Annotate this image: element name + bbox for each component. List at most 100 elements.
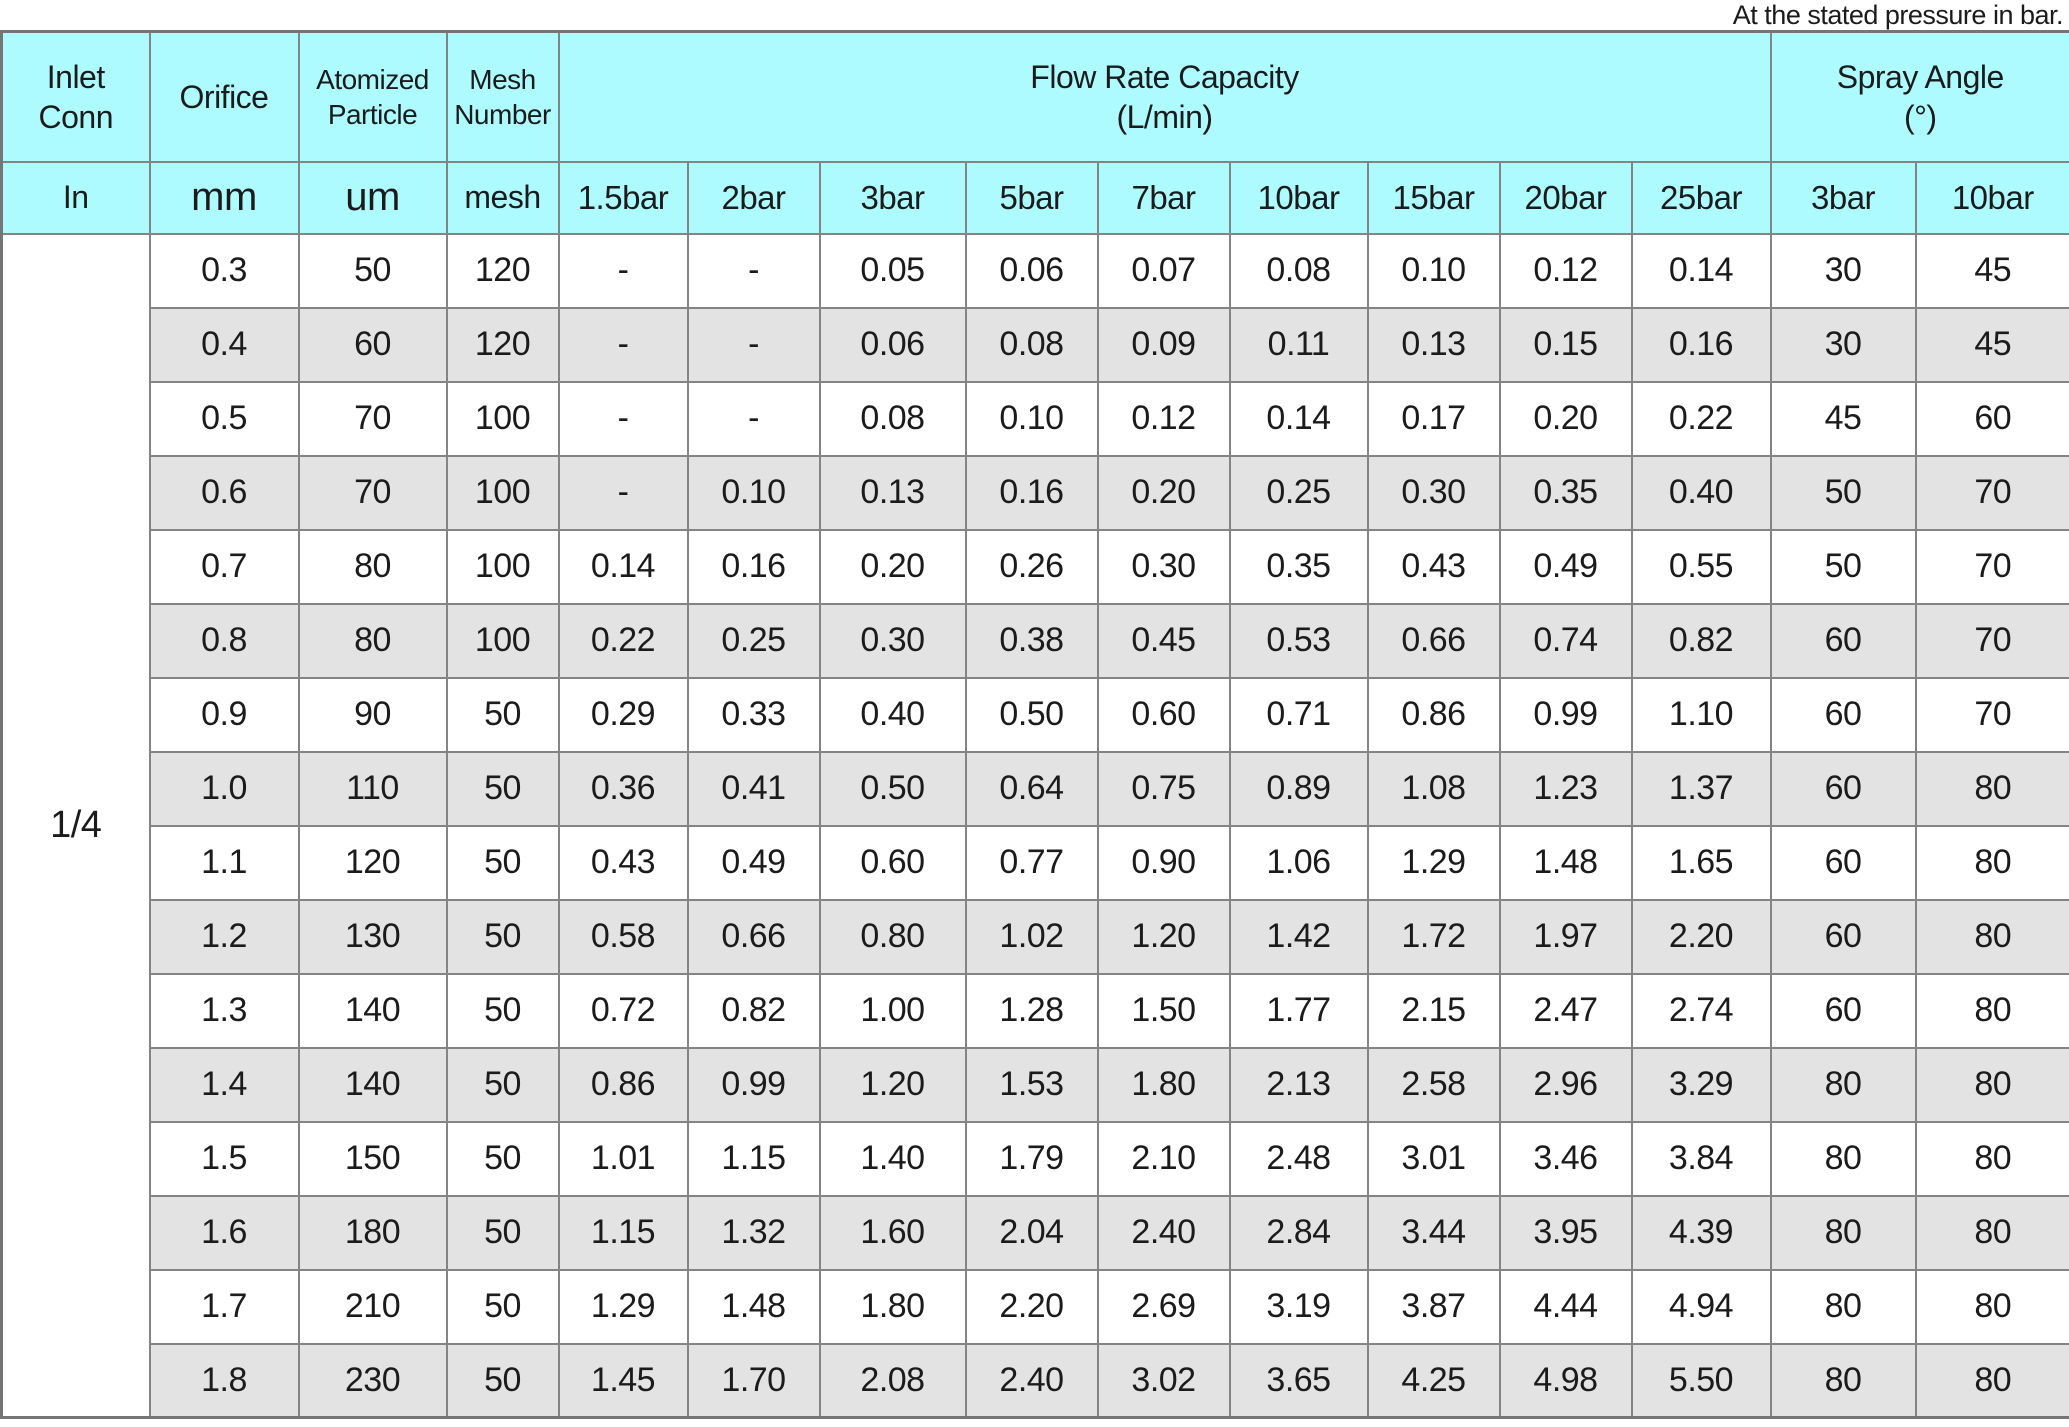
- table-header: Inlet Conn Orifice Atomized Particle Mes…: [0, 30, 2069, 235]
- table-cell: 60: [1769, 972, 1917, 1049]
- table-cell: 2.47: [1498, 972, 1633, 1049]
- table-cell: 3.87: [1366, 1268, 1501, 1345]
- table-cell: 1.32: [686, 1194, 821, 1271]
- table-cell: 0.50: [818, 750, 967, 827]
- table-cell: 3.84: [1630, 1120, 1772, 1197]
- table-cell: 1.6: [148, 1194, 300, 1271]
- table-cell: 130: [297, 898, 448, 975]
- table-cell: 3.46: [1498, 1120, 1633, 1197]
- table-cell: 5.50: [1630, 1342, 1772, 1419]
- table-cell: 2.15: [1366, 972, 1501, 1049]
- table-cell: 45: [1769, 380, 1917, 457]
- table-cell: 0.29: [557, 676, 689, 753]
- unit-10bar: 10bar: [1228, 160, 1369, 235]
- table-cell: 70: [1914, 528, 2069, 605]
- table-cell: 1.29: [557, 1268, 689, 1345]
- table-cell: 0.08: [1228, 232, 1369, 309]
- table-cell: 1.00: [818, 972, 967, 1049]
- table-cell: 3.65: [1228, 1342, 1369, 1419]
- table-cell: 60: [1769, 824, 1917, 901]
- table-cell: 4.39: [1630, 1194, 1772, 1271]
- table-cell: 0.77: [964, 824, 1099, 901]
- table-cell: 0.5: [148, 380, 300, 457]
- table-cell: 1.7: [148, 1268, 300, 1345]
- table-cell: 60: [1769, 676, 1917, 753]
- table-cell: 0.33: [686, 676, 821, 753]
- table-cell: -: [557, 232, 689, 309]
- table-cell: 0.30: [818, 602, 967, 679]
- table-cell: 0.22: [557, 602, 689, 679]
- table-cell: 50: [445, 898, 560, 975]
- unit-um: um: [297, 160, 448, 235]
- table-cell: 80: [1914, 1046, 2069, 1123]
- table-row: 1.4 140 50 0.86 0.99 1.20 1.53 1.80 2.13 2.58 2.96…: [2, 1046, 2069, 1123]
- table-cell: 0.07: [1096, 232, 1231, 309]
- table-cell: 30: [1769, 306, 1917, 383]
- table-cell: 80: [297, 528, 448, 605]
- table-cell: 0.25: [686, 602, 821, 679]
- unit-mm: mm: [148, 160, 300, 235]
- table-cell: 0.60: [1096, 676, 1231, 753]
- table-cell: 2.10: [1096, 1120, 1231, 1197]
- table-cell: 3.44: [1366, 1194, 1501, 1271]
- table-cell: 50: [1769, 528, 1917, 605]
- table-cell: 80: [297, 602, 448, 679]
- table-cell: 0.22: [1630, 380, 1772, 457]
- table-cell: 3.95: [1498, 1194, 1633, 1271]
- table-cell: 1.29: [1366, 824, 1501, 901]
- table-cell: 3.01: [1366, 1120, 1501, 1197]
- table-cell: 1.42: [1228, 898, 1369, 975]
- table-cell: 4.98: [1498, 1342, 1633, 1419]
- table-cell: -: [557, 380, 689, 457]
- table-cell: 0.99: [686, 1046, 821, 1123]
- table-cell: 0.26: [964, 528, 1099, 605]
- table-cell: 1.5: [148, 1120, 300, 1197]
- table-row: 1.3 140 50 0.72 0.82 1.00 1.28 1.50 1.77 2.15 2.47…: [2, 972, 2069, 1049]
- table-row: 0.5 70 100- -0.08 0.10 0.12 0.14 0.17 0.20 0.22 45…: [2, 380, 2069, 457]
- table-cell: 3.19: [1228, 1268, 1369, 1345]
- table-cell: 3.02: [1096, 1342, 1231, 1419]
- table-row: 1.1 120 50 0.43 0.49 0.60 0.77 0.90 1.06 1.29 1.48…: [2, 824, 2069, 901]
- unit-5bar: 5bar: [964, 160, 1099, 235]
- table-cell: 0.11: [1228, 306, 1369, 383]
- table-cell: 0.7: [148, 528, 300, 605]
- table-cell: 0.25: [1228, 454, 1369, 531]
- table-cell: 50: [445, 1194, 560, 1271]
- table-cell: 70: [1914, 454, 2069, 531]
- table-cell: 1.97: [1498, 898, 1633, 975]
- table-cell: 0.40: [818, 676, 967, 753]
- unit-in: In: [0, 160, 151, 235]
- header-mesh-number: Mesh Number: [445, 30, 560, 163]
- table-cell: 0.17: [1366, 380, 1501, 457]
- pressure-note: At the stated pressure in bar.: [1732, 0, 2064, 30]
- table-cell: 2.58: [1366, 1046, 1501, 1123]
- table-cell: 0.16: [686, 528, 821, 605]
- table-cell: 0.49: [1498, 528, 1633, 605]
- table-cell: 90: [297, 676, 448, 753]
- table-cell: 0.82: [1630, 602, 1772, 679]
- table-cell: 0.86: [557, 1046, 689, 1123]
- table-cell: -: [557, 306, 689, 383]
- table-cell: 1.4: [148, 1046, 300, 1123]
- table-row: 1.8 230 50 1.45 1.70 2.08 2.40 3.02 3.65 4.25 4.98…: [2, 1342, 2069, 1419]
- table-cell: 0.06: [818, 306, 967, 383]
- table-cell: 0.10: [686, 454, 821, 531]
- table-row: 1.0 110 50 0.36 0.41 0.50 0.64 0.75 0.89 1.08 1.23…: [2, 750, 2069, 827]
- table-cell: 2.69: [1096, 1268, 1231, 1345]
- table-cell: 1.20: [1096, 898, 1231, 975]
- table-cell: 0.13: [1366, 306, 1501, 383]
- table-cell: 180: [297, 1194, 448, 1271]
- table-cell: 60: [1769, 750, 1917, 827]
- table-cell: 0.08: [964, 306, 1099, 383]
- table-cell: 50: [445, 1046, 560, 1123]
- table-cell: 230: [297, 1342, 448, 1419]
- table-cell: 80: [1769, 1046, 1917, 1123]
- table-cell: 1.01: [557, 1120, 689, 1197]
- table-cell: 2.20: [1630, 898, 1772, 975]
- table-cell: 0.58: [557, 898, 689, 975]
- table-cell: 0.14: [1228, 380, 1369, 457]
- table-cell: 2.48: [1228, 1120, 1369, 1197]
- table-cell: 0.09: [1096, 306, 1231, 383]
- table-cell: -: [686, 306, 821, 383]
- table-cell: 4.94: [1630, 1268, 1772, 1345]
